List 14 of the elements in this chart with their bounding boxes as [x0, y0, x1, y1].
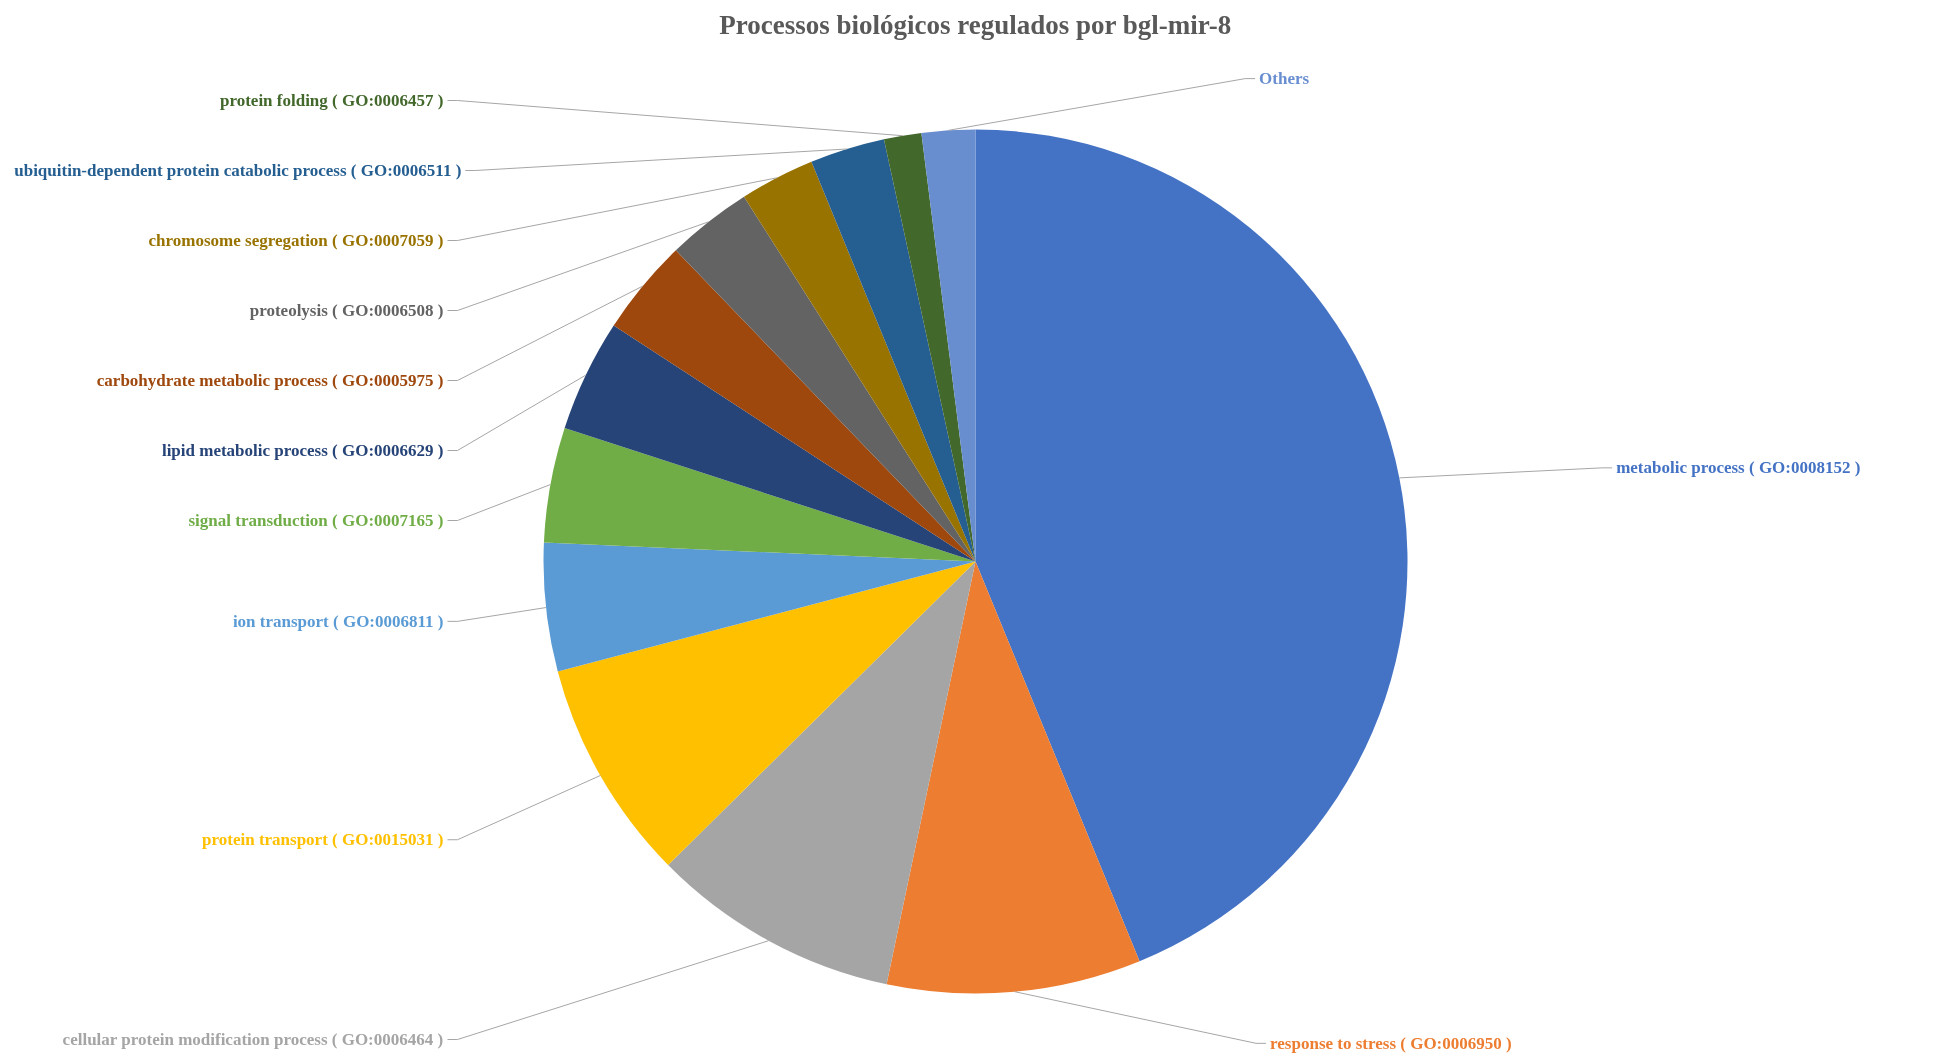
- slice-label: ubiquitin-dependent protein catabolic process ( GO:0006511 ): [14, 161, 462, 180]
- chart-title: Processos biológicos regulados por bgl-mir-8: [719, 9, 1232, 40]
- slice-label: Others: [1259, 69, 1310, 89]
- slice-label: metabolic process ( GO:0008152 ): [1616, 458, 1861, 478]
- slice-label: lipid metabolic process ( GO:0006629 ): [161, 441, 444, 460]
- slice-label: carbohydrate metabolic process ( GO:0005975 ): [96, 371, 444, 390]
- slice-label: response to stress ( GO:0006950 ): [1270, 1033, 1512, 1053]
- slice-label: cellular protein modification process ( GO:0006464 ): [62, 1030, 444, 1049]
- slice-label: proteolysis ( GO:0006508 ): [249, 301, 444, 320]
- slice-label: protein transport ( GO:0015031 ): [202, 830, 444, 850]
- slice-label: protein folding ( GO:0006457 ): [219, 91, 444, 110]
- slice-label: ion transport ( GO:0006811 ): [232, 611, 444, 631]
- slice-label: chromosome segregation ( GO:0007059 ): [148, 231, 444, 250]
- slice-label: signal transduction ( GO:0007165 ): [188, 511, 444, 530]
